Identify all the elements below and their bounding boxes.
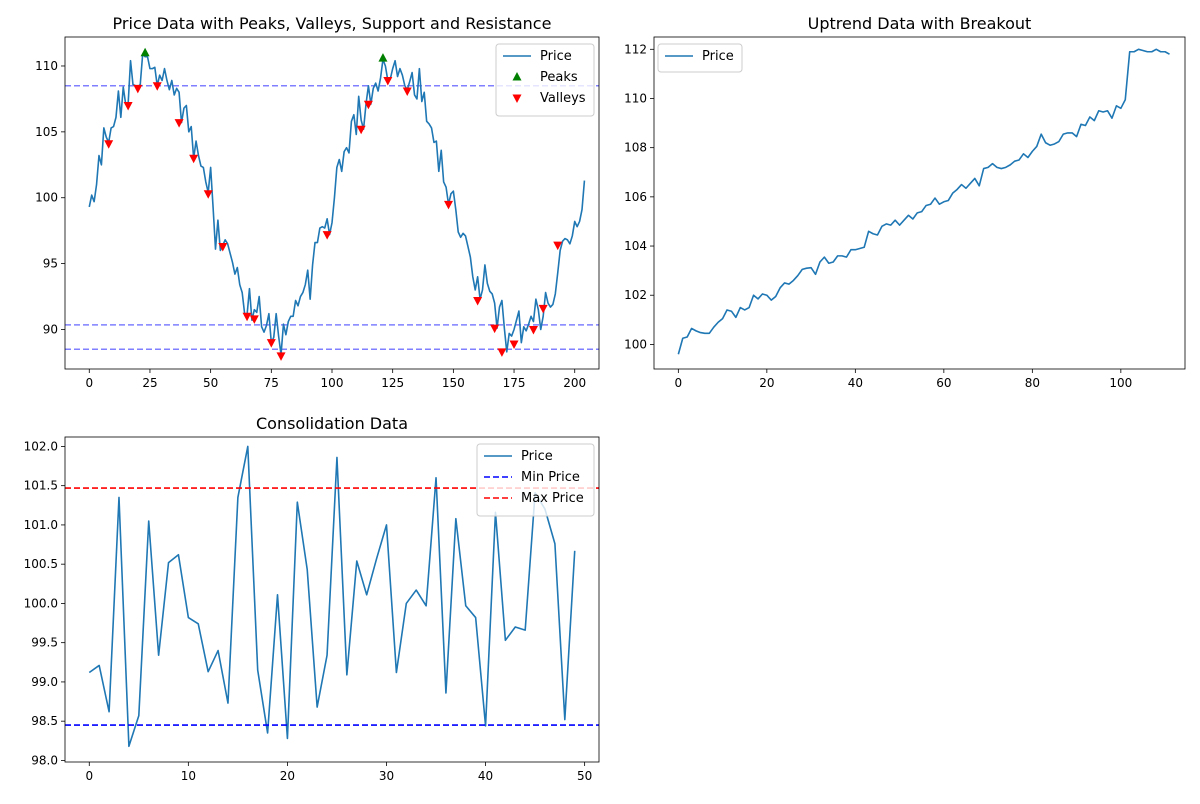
valley-marker (538, 304, 548, 314)
price-line (88, 53, 586, 356)
valley-marker (133, 84, 143, 94)
x-tick-label: 50 (577, 769, 592, 783)
chart-panel-3: Consolidation Data 0 10 20 30 40 50 98.0 98.5 99.… (24, 414, 600, 783)
y-tick-label: 112 (624, 42, 647, 56)
x-tick-label: 40 (478, 769, 493, 783)
chart-title: Consolidation Data (256, 414, 408, 433)
legend: Price (657, 43, 743, 73)
axes-frame (64, 436, 600, 763)
valley-marker (509, 340, 519, 349)
x-tick-label: 0 (675, 376, 683, 390)
legend-marker-swatch (512, 94, 522, 103)
legend-label: Min Price (521, 470, 580, 485)
valley-marker (203, 190, 213, 199)
x-tick-label: 20 (280, 769, 295, 783)
legend-label: Valleys (540, 91, 586, 106)
x-tick-label: 80 (1025, 376, 1040, 390)
axes-frame (64, 36, 600, 370)
plot-area (677, 48, 1170, 355)
chart-panel-1: Price Data with Peaks, Valleys, Support … (35, 14, 600, 390)
y-tick-label: 101.5 (24, 479, 58, 493)
y-tick-label: 108 (624, 141, 647, 155)
x-tick-label: 150 (442, 376, 465, 390)
y-tick-label: 102 (624, 288, 647, 302)
y-tick-label: 110 (35, 59, 58, 73)
valley-marker (174, 119, 184, 128)
legend-label: Peaks (540, 70, 578, 85)
x-tick-label: 100 (321, 376, 344, 390)
chart-title: Uptrend Data with Breakout (808, 14, 1032, 33)
valley-marker (123, 102, 133, 111)
y-tick-label: 104 (624, 239, 647, 253)
y-tick-label: 106 (624, 190, 647, 204)
x-tick-label: 50 (203, 376, 218, 390)
x-tick-label: 30 (379, 769, 394, 783)
legend-box (657, 43, 743, 73)
x-tick-label: 75 (264, 376, 279, 390)
valley-marker (266, 339, 276, 348)
y-tick-label: 98.0 (31, 753, 58, 767)
y-tick-label: 100 (624, 337, 647, 351)
x-tick-label: 0 (85, 376, 93, 390)
legend-label: Price (540, 49, 572, 64)
y-tick-label: 110 (624, 91, 647, 105)
legend-label: Price (702, 49, 734, 64)
price-line (677, 48, 1170, 355)
valley-marker (218, 242, 228, 252)
x-tick-label: 100 (1109, 376, 1132, 390)
valley-marker (322, 231, 332, 240)
x-tick-label: 25 (142, 376, 157, 390)
x-tick-label: 10 (181, 769, 196, 783)
x-tick-label: 60 (936, 376, 951, 390)
valley-marker (402, 87, 412, 97)
y-tick-label: 98.5 (31, 714, 58, 728)
x-tick-label: 0 (85, 769, 93, 783)
y-tick-label: 99.5 (31, 636, 58, 650)
legend: Price Peaks Valleys (495, 43, 595, 117)
y-tick-label: 100.5 (24, 557, 58, 571)
y-tick-label: 90 (43, 322, 58, 336)
valley-marker (356, 125, 366, 135)
y-tick-label: 102.0 (24, 439, 58, 453)
legend-label: Price (521, 449, 553, 464)
valley-marker (242, 312, 252, 322)
valley-marker (528, 325, 538, 335)
peak-marker (378, 53, 388, 62)
y-tick-label: 100 (35, 191, 58, 205)
x-tick-label: 200 (563, 376, 586, 390)
valley-marker (104, 140, 114, 149)
x-tick-label: 125 (381, 376, 404, 390)
legend-box (495, 43, 595, 117)
valley-marker (152, 82, 162, 91)
price-line (88, 445, 576, 748)
valley-marker (444, 200, 454, 210)
legend-label: Max Price (521, 491, 584, 506)
valley-marker (189, 154, 199, 164)
y-tick-label: 101.0 (24, 518, 58, 532)
peak-marker (140, 47, 150, 57)
legend: Price Min Price Max Price (476, 443, 595, 517)
valley-marker (497, 348, 507, 357)
valley-marker (490, 324, 500, 334)
valley-marker (553, 241, 563, 251)
valley-marker (249, 315, 259, 324)
y-tick-label: 105 (35, 125, 58, 139)
valley-marker (363, 100, 373, 110)
y-tick-label: 99.0 (31, 675, 58, 689)
x-tick-label: 40 (848, 376, 863, 390)
axes-frame (653, 36, 1186, 370)
x-tick-label: 175 (503, 376, 526, 390)
chart-panel-2: Uptrend Data with Breakout 0 20 40 60 80 100 10… (624, 14, 1186, 390)
x-tick-label: 20 (759, 376, 774, 390)
y-tick-label: 95 (43, 257, 58, 271)
chart-title: Price Data with Peaks, Valleys, Support … (113, 14, 552, 33)
y-tick-label: 100.0 (24, 596, 58, 610)
valley-marker (276, 352, 286, 361)
legend-marker-swatch (512, 72, 522, 81)
valley-marker (473, 296, 483, 306)
valley-marker (383, 76, 393, 86)
